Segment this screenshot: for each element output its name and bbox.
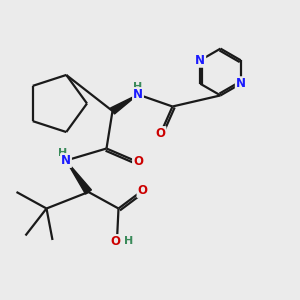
Text: O: O <box>110 235 121 248</box>
Text: H: H <box>58 148 68 158</box>
Text: O: O <box>137 184 148 197</box>
Text: N: N <box>195 54 205 67</box>
Text: N: N <box>61 154 71 167</box>
Text: N: N <box>236 77 246 90</box>
Text: H: H <box>124 236 134 247</box>
Polygon shape <box>110 94 138 114</box>
Text: H: H <box>134 82 142 92</box>
Text: O: O <box>133 155 143 168</box>
Text: O: O <box>155 127 166 140</box>
Text: N: N <box>133 88 143 101</box>
Polygon shape <box>66 160 92 194</box>
